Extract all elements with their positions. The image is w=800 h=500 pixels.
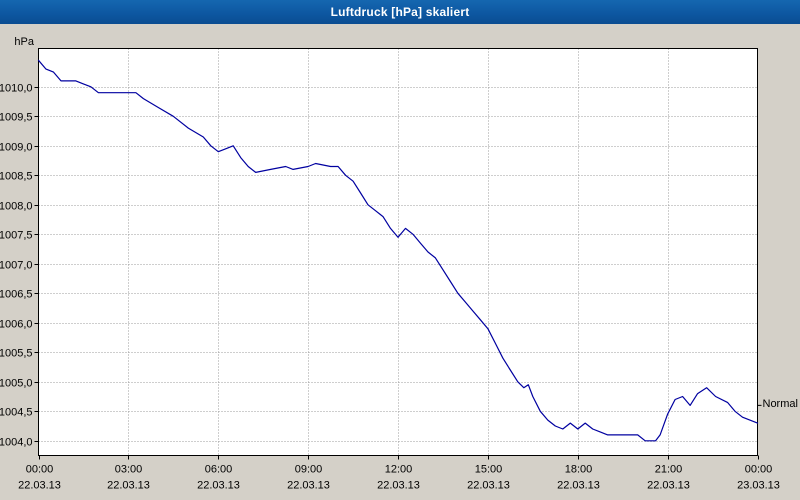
svg-text:09:00: 09:00 xyxy=(295,464,323,476)
svg-text:1006,0: 1006,0 xyxy=(0,319,33,331)
svg-text:22.03.13: 22.03.13 xyxy=(647,480,690,492)
svg-text:18:00: 18:00 xyxy=(565,464,593,476)
svg-text:00:00: 00:00 xyxy=(745,464,773,476)
svg-text:22.03.13: 22.03.13 xyxy=(287,480,330,492)
svg-text:1005,0: 1005,0 xyxy=(0,378,33,390)
svg-text:1010,0: 1010,0 xyxy=(0,83,33,95)
svg-text:00:00: 00:00 xyxy=(26,464,54,476)
svg-text:06:00: 06:00 xyxy=(205,464,233,476)
svg-text:22.03.13: 22.03.13 xyxy=(107,480,150,492)
svg-text:1004,0: 1004,0 xyxy=(0,437,33,449)
svg-text:1007,5: 1007,5 xyxy=(0,230,33,242)
window-title: Luftdruck [hPa] skaliert xyxy=(330,5,470,19)
chart-area: hPa 1010,0 1009,5 1009,0 1008,5 1008,0 1007,5… xyxy=(0,24,800,500)
svg-text:15:00: 15:00 xyxy=(475,464,503,476)
svg-text:22.03.13: 22.03.13 xyxy=(467,480,510,492)
svg-text:1008,0: 1008,0 xyxy=(0,201,33,213)
svg-text:23.03.13: 23.03.13 xyxy=(737,480,780,492)
svg-text:1005,5: 1005,5 xyxy=(0,348,33,360)
svg-text:22.03.13: 22.03.13 xyxy=(197,480,240,492)
svg-text:22.03.13: 22.03.13 xyxy=(557,480,600,492)
svg-text:22.03.13: 22.03.13 xyxy=(377,480,420,492)
normal-annotation-label: Normal xyxy=(762,398,798,411)
svg-text:1009,0: 1009,0 xyxy=(0,142,33,154)
svg-text:1006,5: 1006,5 xyxy=(0,289,33,301)
window-titlebar[interactable]: Luftdruck [hPa] skaliert xyxy=(0,0,800,24)
svg-text:21:00: 21:00 xyxy=(655,464,683,476)
svg-text:03:00: 03:00 xyxy=(115,464,143,476)
svg-text:22.03.13: 22.03.13 xyxy=(18,480,61,492)
svg-text:12:00: 12:00 xyxy=(385,464,413,476)
svg-text:1009,5: 1009,5 xyxy=(0,112,33,124)
svg-text:1007,0: 1007,0 xyxy=(0,260,33,272)
pressure-line-chart: 1010,0 1009,5 1009,0 1008,5 1008,0 1007,5 1007… xyxy=(0,48,780,492)
svg-text:1008,5: 1008,5 xyxy=(0,171,33,183)
svg-text:1004,5: 1004,5 xyxy=(0,407,33,419)
y-axis-unit-label: hPa xyxy=(14,36,34,48)
